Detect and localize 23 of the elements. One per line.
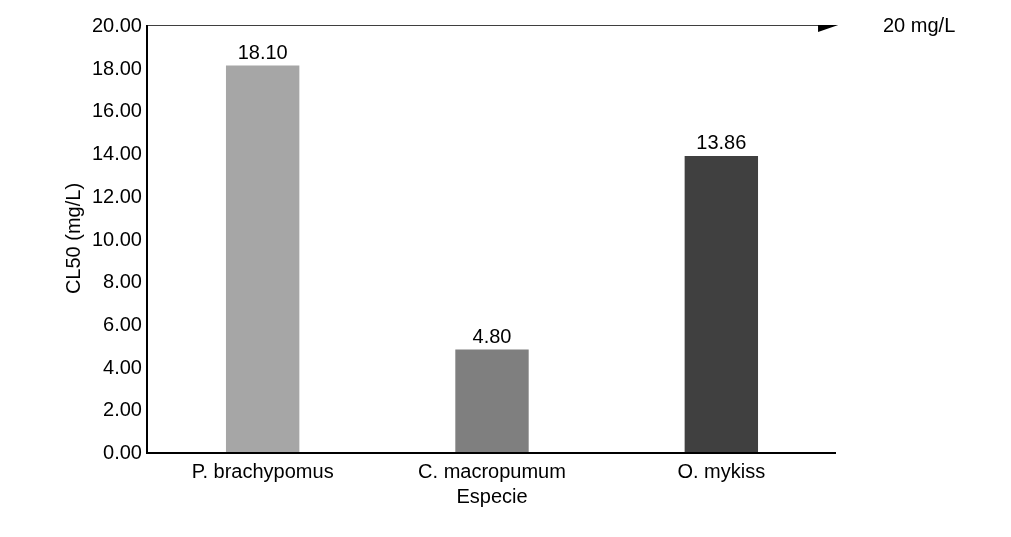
x-axis-title: Especie	[456, 485, 528, 507]
y-tick-label: 6.00	[103, 312, 142, 335]
ref-line-label: 20 mg/L	[883, 14, 956, 36]
bar	[455, 349, 529, 452]
y-tick-label: 8.00	[103, 270, 142, 293]
y-tick-label: 18.00	[91, 56, 142, 79]
data-label: 4.80	[472, 324, 512, 347]
y-tick-label: 16.00	[91, 99, 142, 122]
x-tick-label: C. macropumum	[418, 460, 566, 482]
y-tick-label: 12.00	[91, 184, 142, 207]
bar	[684, 156, 759, 452]
y-tick-label: 20.00	[91, 14, 142, 36]
x-tick-label: O. mykiss	[677, 460, 766, 482]
data-label: 13.86	[696, 131, 747, 154]
y-axis-title: CL50 (mg/L)	[61, 182, 84, 295]
x-tick-label: P. brachypomus	[191, 460, 334, 482]
y-tick-label: 14.00	[91, 142, 142, 165]
y-tick-label: 10.00	[91, 227, 142, 250]
bar	[225, 65, 300, 452]
y-tick-label: 2.00	[103, 398, 142, 421]
y-tick-label: 0.00	[103, 441, 142, 463]
y-tick-label: 4.00	[103, 355, 142, 378]
data-label: 18.10	[237, 40, 288, 63]
